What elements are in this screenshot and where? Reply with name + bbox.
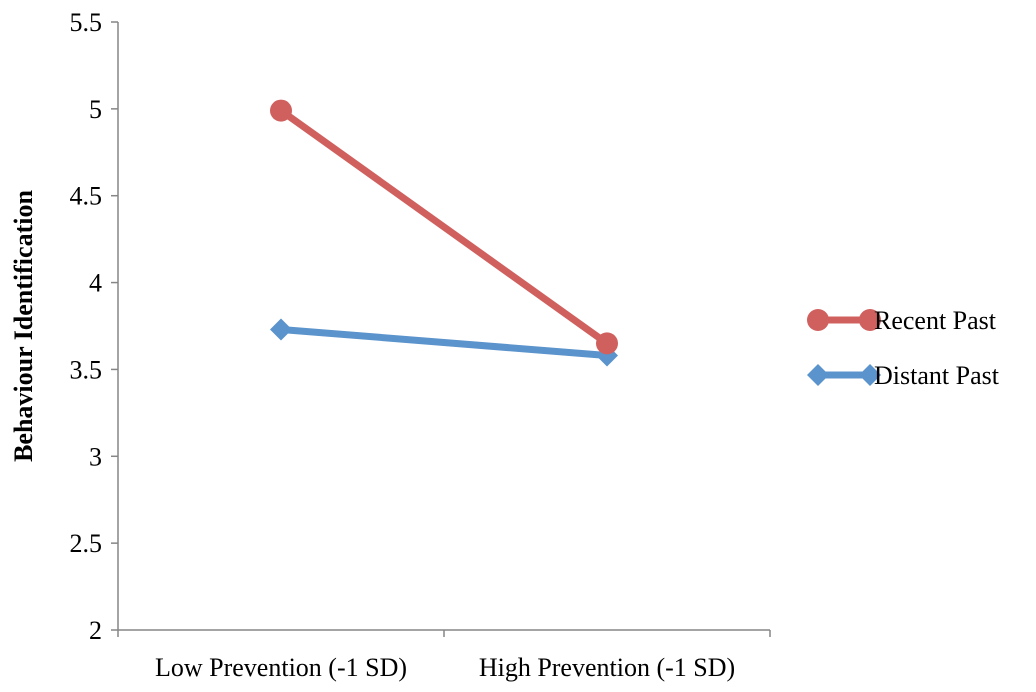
y-tick-label: 3 xyxy=(89,442,102,471)
series-group xyxy=(270,99,618,367)
y-tick-label: 5.5 xyxy=(70,8,103,37)
y-tick-label: 4.5 xyxy=(70,182,103,211)
legend-marker xyxy=(807,364,829,386)
legend: Recent Past Distant Past xyxy=(807,306,1000,390)
y-ticks: 2 2.5 3 3.5 4 4.5 5 5.5 xyxy=(70,8,118,645)
data-point-recent-past xyxy=(596,332,618,355)
series-distant-past xyxy=(270,318,618,367)
y-tick-label: 2 xyxy=(89,616,102,645)
data-point-recent-past xyxy=(270,99,292,122)
series-line-distant-past xyxy=(277,325,611,360)
legend-marker xyxy=(807,309,829,331)
x-ticks: Low Prevention (-1 SD) High Prevention (-… xyxy=(117,630,771,682)
series-recent-past xyxy=(270,99,618,355)
y-tick-label: 2.5 xyxy=(70,529,103,558)
y-tick-label: 4 xyxy=(89,269,102,298)
y-tick-label: 5 xyxy=(89,95,102,124)
axes xyxy=(117,22,770,631)
legend-label: Distant Past xyxy=(874,361,1000,390)
legend-item-recent-past: Recent Past xyxy=(807,306,997,335)
y-axis-title: Behaviour Identification xyxy=(9,190,38,462)
legend-item-distant-past: Distant Past xyxy=(807,361,1000,390)
legend-marker xyxy=(859,309,881,331)
x-category-label: Low Prevention (-1 SD) xyxy=(155,653,407,682)
legend-marker xyxy=(859,364,881,386)
x-category-label: High Prevention (-1 SD) xyxy=(479,653,735,682)
data-point-distant-past xyxy=(270,318,292,341)
legend-label: Recent Past xyxy=(874,306,997,335)
y-tick-label: 3.5 xyxy=(70,355,103,384)
series-line-recent-past xyxy=(277,107,611,347)
